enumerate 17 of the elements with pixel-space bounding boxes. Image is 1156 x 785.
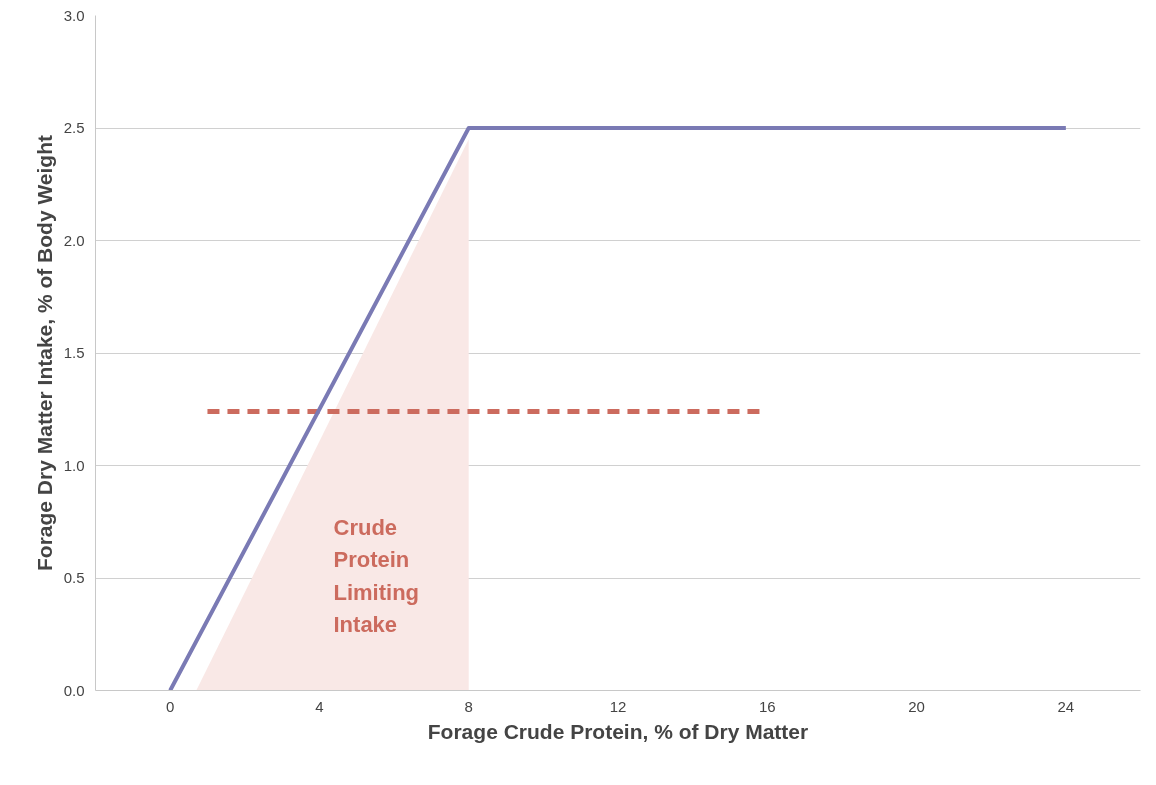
y-tick-label: 3.0 <box>63 6 85 24</box>
y-tick-label: 2.5 <box>63 119 85 136</box>
x-tick-label: 16 <box>758 697 776 715</box>
x-axis-title: Forage Crude Protein, % of Dry Matter <box>427 719 809 743</box>
x-tick-label: 12 <box>609 697 627 715</box>
y-tick-label: 0.5 <box>63 569 85 586</box>
x-tick-label: 0 <box>165 697 175 715</box>
annotation: Crude Protein Limiting Intake <box>333 514 420 637</box>
y-tick-label: 0.0 <box>63 681 85 699</box>
x-tick-label: 24 <box>1057 697 1075 715</box>
y-tick-label: 1.5 <box>63 344 85 361</box>
y-axis-title: Forage Dry Matter Intake, % of Body Weight <box>32 134 56 571</box>
y-tick-label: 2.0 <box>63 231 85 249</box>
x-tick-label: 20 <box>908 697 925 715</box>
x-tick-label: 4 <box>315 697 324 715</box>
x-tick-label: 8 <box>464 697 473 715</box>
y-tick-label: 1.0 <box>63 456 85 474</box>
